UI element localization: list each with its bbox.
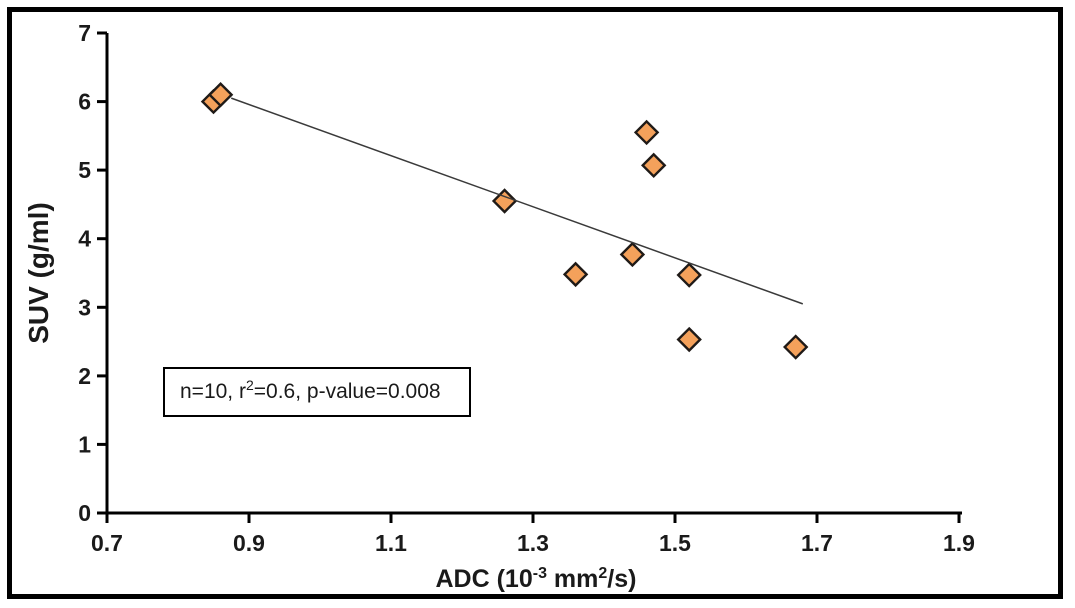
x-tick-2: 1.1 — [375, 530, 407, 556]
x-tick-4: 1.5 — [659, 530, 691, 556]
y-tick-0: 0 — [78, 500, 91, 526]
x-tick-6: 1.9 — [943, 530, 975, 556]
trendline — [230, 97, 804, 305]
data-point-marker — [207, 82, 234, 108]
y-tick-3: 3 — [78, 294, 91, 320]
y-tick-labels: 0 1 2 3 4 5 6 7 — [78, 20, 91, 526]
stats-annotation-superscript: 2 — [245, 377, 254, 393]
trendline-layer — [230, 97, 804, 305]
y-tick-1: 1 — [78, 431, 91, 457]
x-tick-0: 0.7 — [91, 530, 123, 556]
x-axis-title: ADC (10-3 mm2/s) — [436, 565, 637, 593]
x-tick-1: 0.9 — [233, 530, 265, 556]
y-tick-7: 7 — [78, 20, 91, 46]
y-tick-5: 5 — [78, 157, 91, 183]
data-point-marker — [562, 261, 589, 288]
y-axis-ticks — [97, 31, 107, 515]
data-point-marker — [783, 334, 809, 360]
stats-annotation-box: n=10, r 2 =0.6, p-value=0.008 — [163, 367, 471, 417]
y-tick-4: 4 — [78, 226, 91, 252]
y-tick-2: 2 — [78, 363, 91, 389]
data-point-marker — [491, 188, 518, 214]
x-tick-labels: 0.7 0.9 1.1 1.3 1.5 1.7 1.9 — [91, 530, 975, 556]
x-tick-3: 1.3 — [517, 530, 549, 556]
data-point-marker — [633, 119, 660, 146]
stats-annotation-text-1: n=10, r — [180, 380, 246, 403]
data-point-marker — [641, 152, 667, 179]
data-point-marker — [619, 241, 646, 268]
data-point-marker — [676, 326, 702, 353]
stats-annotation-text-2: =0.6, p-value=0.008 — [253, 380, 441, 403]
scatter-points — [200, 82, 809, 360]
x-tick-5: 1.7 — [801, 530, 833, 556]
data-point-marker — [676, 262, 702, 288]
x-axis-ticks — [105, 513, 961, 523]
y-axis-title: SUV (g/ml) — [23, 202, 54, 344]
axis-lines — [105, 33, 962, 515]
y-tick-6: 6 — [78, 89, 91, 115]
chart-outer-border — [7, 7, 1063, 599]
